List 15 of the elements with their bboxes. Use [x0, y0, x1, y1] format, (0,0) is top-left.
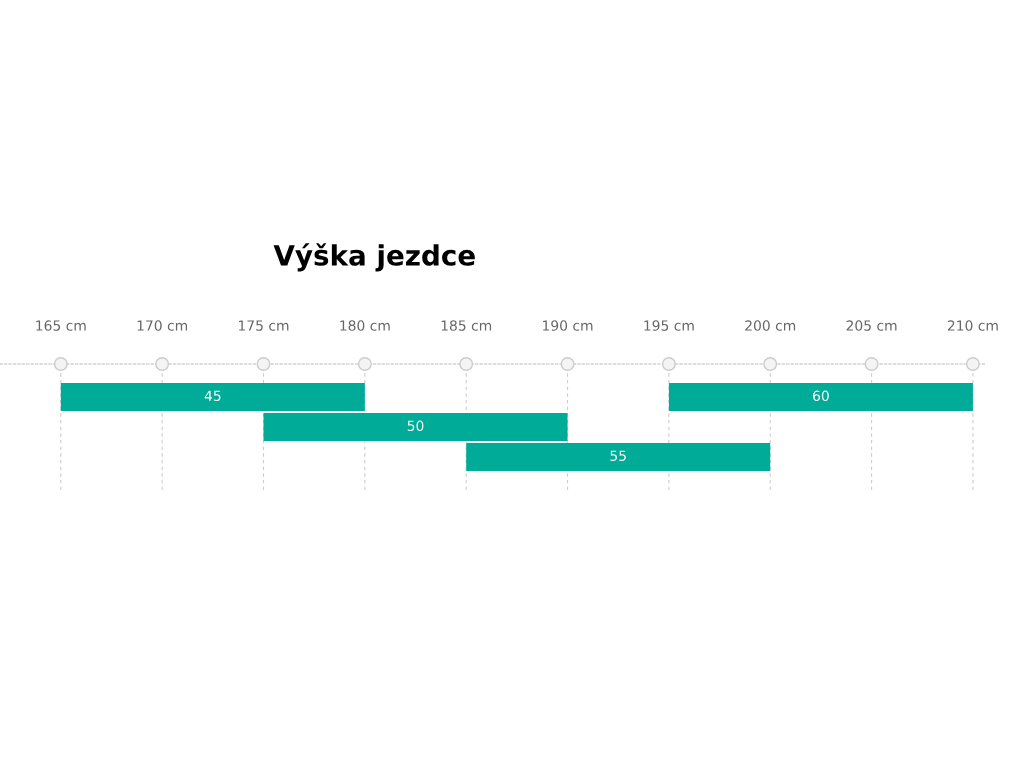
series-label: 50: [407, 420, 424, 432]
x-tick-label: 200 cm: [745, 320, 796, 331]
series-label: 45: [204, 390, 221, 402]
series-label: 55: [610, 450, 626, 462]
chart-title: Výška jezdce: [273, 243, 475, 272]
series-label: 60: [813, 390, 829, 402]
x-tick-label: 190 cm: [543, 320, 593, 331]
x-tick-label: 180 cm: [340, 320, 390, 331]
x-tick-label: 185 cm: [441, 320, 492, 331]
x-tick-label: 205 cm: [846, 320, 897, 331]
x-tick-label: 165 cm: [36, 320, 86, 331]
x-tick-label: 170 cm: [137, 320, 188, 331]
x-tick-label: 175 cm: [238, 320, 289, 331]
x-tick-label: 195 cm: [644, 320, 694, 331]
x-tick-label: 210 cm: [947, 320, 998, 331]
